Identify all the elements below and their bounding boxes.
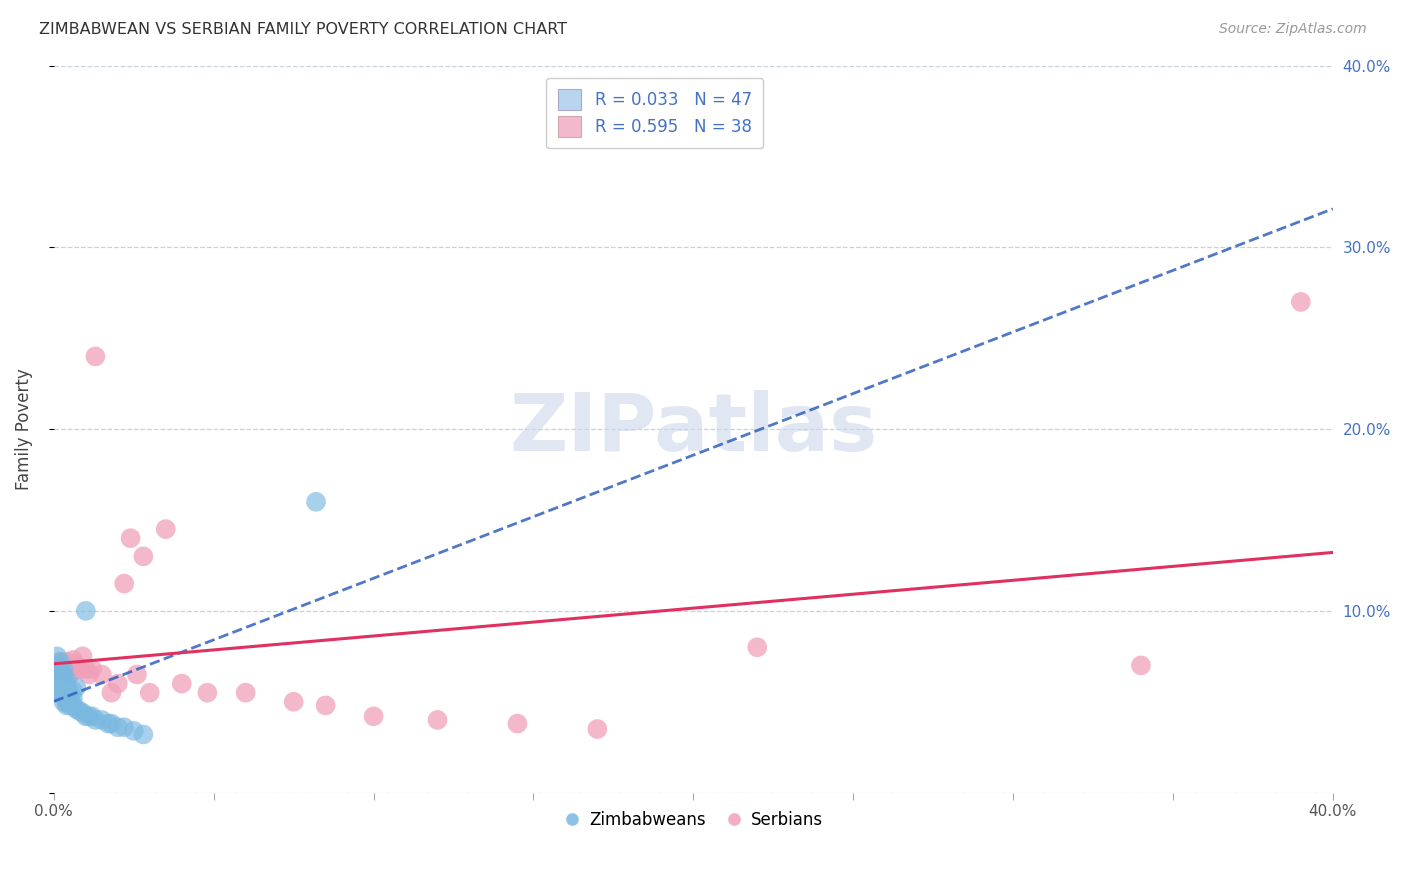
Point [52,684,75,698]
Point [195,686,218,700]
Point [49,655,72,669]
Point [155,522,177,536]
Y-axis label: Family Poverty: Family Poverty [15,368,32,490]
Point [52,695,75,709]
Point [55,680,77,694]
Point [55,662,77,676]
Point [305,495,328,509]
Point [65,702,87,716]
Point [46,676,69,690]
Point [235,686,257,700]
Point [59,691,82,706]
Point [52,667,75,681]
Point [1129,658,1152,673]
Point [75,709,97,723]
Point [84,713,107,727]
Point [77,709,100,723]
Point [52,680,75,694]
Point [84,350,107,364]
Point [67,704,90,718]
Point [52,662,75,676]
Point [52,667,75,681]
Point [52,690,75,704]
Point [586,722,609,736]
Point [62,653,84,667]
Text: ZIMBABWEAN VS SERBIAN FAMILY POVERTY CORRELATION CHART: ZIMBABWEAN VS SERBIAN FAMILY POVERTY COR… [39,22,568,37]
Point [55,673,77,687]
Point [49,664,72,678]
Point [55,684,77,698]
Point [90,667,112,681]
Point [46,658,69,673]
Point [122,723,145,738]
Point [55,690,77,704]
Point [315,698,337,713]
Point [62,698,84,713]
Point [59,658,82,673]
Point [55,655,77,669]
Point [97,716,120,731]
Point [65,658,87,673]
Point [72,706,94,720]
Point [46,662,69,676]
Point [62,691,84,706]
Point [82,662,104,676]
Point [59,698,82,713]
Text: Source: ZipAtlas.com: Source: ZipAtlas.com [1219,22,1367,37]
Text: ZIPatlas: ZIPatlas [509,390,877,468]
Point [59,667,82,681]
Point [82,709,104,723]
Point [67,662,90,676]
Point [100,716,122,731]
Point [125,667,148,681]
Point [46,667,69,681]
Point [112,720,135,734]
Point [363,709,385,723]
Point [49,658,72,673]
Point [283,695,305,709]
Point [75,662,97,676]
Point [52,658,75,673]
Point [107,676,129,690]
Point [62,662,84,676]
Point [49,676,72,690]
Point [100,686,122,700]
Point [72,649,94,664]
Legend: Zimbabweans, Serbians: Zimbabweans, Serbians [557,804,830,835]
Point [49,680,72,694]
Point [46,649,69,664]
Point [112,576,135,591]
Point [132,727,155,741]
Point [426,713,449,727]
Point [132,549,155,564]
Point [139,686,162,700]
Point [49,671,72,685]
Point [65,680,87,694]
Point [747,640,769,655]
Point [55,695,77,709]
Point [506,716,529,731]
Point [55,698,77,713]
Point [120,531,142,545]
Point [90,713,112,727]
Point [49,686,72,700]
Point [75,604,97,618]
Point [170,676,193,690]
Point [49,655,72,669]
Point [1289,294,1312,309]
Point [59,686,82,700]
Point [77,667,100,681]
Point [52,673,75,687]
Point [107,720,129,734]
Point [62,684,84,698]
